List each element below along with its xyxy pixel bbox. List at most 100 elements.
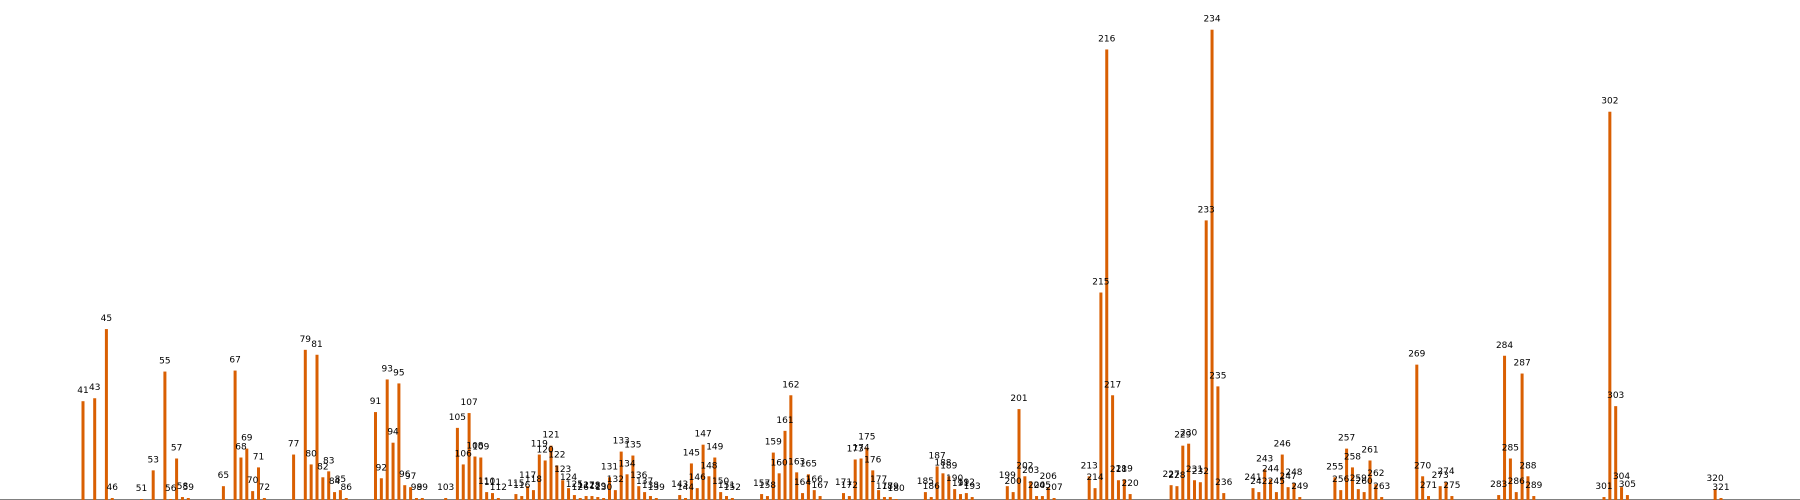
bar-219 xyxy=(1122,479,1126,500)
data-label-165: 165 xyxy=(800,459,817,469)
bar-98 xyxy=(414,498,418,500)
data-label-246: 246 xyxy=(1274,440,1291,450)
bar-271 xyxy=(1427,496,1430,500)
data-label-261: 261 xyxy=(1361,445,1378,455)
bar-189 xyxy=(947,476,951,500)
data-label-247: 247 xyxy=(1280,472,1297,482)
bar-43 xyxy=(93,398,97,500)
data-label-255: 255 xyxy=(1326,462,1343,472)
data-label-193: 193 xyxy=(964,482,981,492)
data-label-192: 192 xyxy=(958,478,975,488)
bar-53 xyxy=(151,470,155,500)
bar-120 xyxy=(543,460,547,500)
data-label-127: 127 xyxy=(578,481,595,491)
bar-200 xyxy=(1011,492,1015,500)
bar-70 xyxy=(251,491,255,500)
data-label-167: 167 xyxy=(812,481,829,491)
data-label-138: 138 xyxy=(642,481,659,491)
bar-203 xyxy=(1029,481,1033,500)
bar-259 xyxy=(1356,489,1360,500)
data-label-57: 57 xyxy=(171,444,182,454)
bar-97 xyxy=(409,487,413,500)
bar-92 xyxy=(379,478,383,500)
data-label-320: 320 xyxy=(1707,474,1724,484)
data-label-51: 51 xyxy=(136,484,147,494)
bar-220 xyxy=(1128,494,1132,500)
data-label-136: 136 xyxy=(630,471,647,481)
data-label-92: 92 xyxy=(376,463,387,473)
data-label-171: 171 xyxy=(835,478,852,488)
bar-303 xyxy=(1614,406,1618,500)
data-label-137: 137 xyxy=(636,477,653,487)
bar-263 xyxy=(1380,497,1384,500)
bar-256 xyxy=(1339,490,1343,500)
data-label-213: 213 xyxy=(1081,461,1098,471)
bar-301 xyxy=(1602,497,1606,500)
data-label-301: 301 xyxy=(1595,482,1612,492)
bar-122 xyxy=(555,465,559,500)
data-label-82: 82 xyxy=(317,462,328,472)
data-label-72: 72 xyxy=(259,483,270,493)
data-label-111: 111 xyxy=(484,478,501,488)
bar-188 xyxy=(941,473,945,500)
bar-176 xyxy=(871,470,875,500)
data-label-191: 191 xyxy=(952,479,969,489)
bar-227 xyxy=(1169,485,1173,500)
bar-94 xyxy=(391,442,395,500)
bar-304 xyxy=(1620,487,1624,500)
bar-106 xyxy=(461,464,465,500)
bar-204 xyxy=(1035,496,1039,500)
bar-236 xyxy=(1222,493,1226,500)
data-label-144: 144 xyxy=(677,483,694,493)
bar-138 xyxy=(648,496,652,500)
bar-146 xyxy=(695,488,699,500)
bar-190 xyxy=(953,489,957,500)
bar-71 xyxy=(257,467,260,500)
data-label-83: 83 xyxy=(323,456,334,466)
data-label-81: 81 xyxy=(311,340,322,350)
data-label-216: 216 xyxy=(1098,34,1115,44)
data-label-257: 257 xyxy=(1338,434,1355,444)
bar-108 xyxy=(473,456,477,500)
data-label-68: 68 xyxy=(235,443,247,453)
data-label-175: 175 xyxy=(858,433,875,443)
data-label-179: 179 xyxy=(882,482,899,492)
data-label-84: 84 xyxy=(329,477,341,487)
bar-217 xyxy=(1111,395,1115,500)
data-label-115: 115 xyxy=(507,479,524,489)
data-label-177: 177 xyxy=(870,475,887,485)
bar-175 xyxy=(865,447,869,500)
bar-157 xyxy=(760,494,764,500)
bar-235 xyxy=(1216,386,1220,500)
data-label-45: 45 xyxy=(101,314,112,324)
data-label-125: 125 xyxy=(566,480,583,490)
bar-136 xyxy=(637,486,641,500)
bar-165 xyxy=(806,474,810,500)
data-label-163: 163 xyxy=(788,457,805,467)
data-label-112: 112 xyxy=(490,483,507,493)
data-label-93: 93 xyxy=(381,364,392,374)
bar-185 xyxy=(923,492,927,500)
data-label-234: 234 xyxy=(1203,15,1220,25)
bar-233 xyxy=(1204,220,1208,500)
data-label-121: 121 xyxy=(542,431,559,441)
data-label-43: 43 xyxy=(89,383,100,393)
data-label-173: 173 xyxy=(847,444,864,454)
bar-95 xyxy=(397,383,401,500)
bar-85 xyxy=(338,490,342,500)
bar-164 xyxy=(801,493,805,500)
data-label-135: 135 xyxy=(624,441,641,451)
data-label-149: 149 xyxy=(706,443,723,453)
bar-84 xyxy=(333,492,337,500)
bar-121 xyxy=(549,445,553,500)
data-label-94: 94 xyxy=(387,428,399,438)
data-label-302: 302 xyxy=(1601,97,1618,107)
data-label-285: 285 xyxy=(1502,444,1519,454)
bar-126 xyxy=(578,498,582,500)
data-label-122: 122 xyxy=(548,450,565,460)
data-label-116: 116 xyxy=(513,481,530,491)
data-label-203: 203 xyxy=(1022,466,1039,476)
bar-179 xyxy=(888,497,892,500)
